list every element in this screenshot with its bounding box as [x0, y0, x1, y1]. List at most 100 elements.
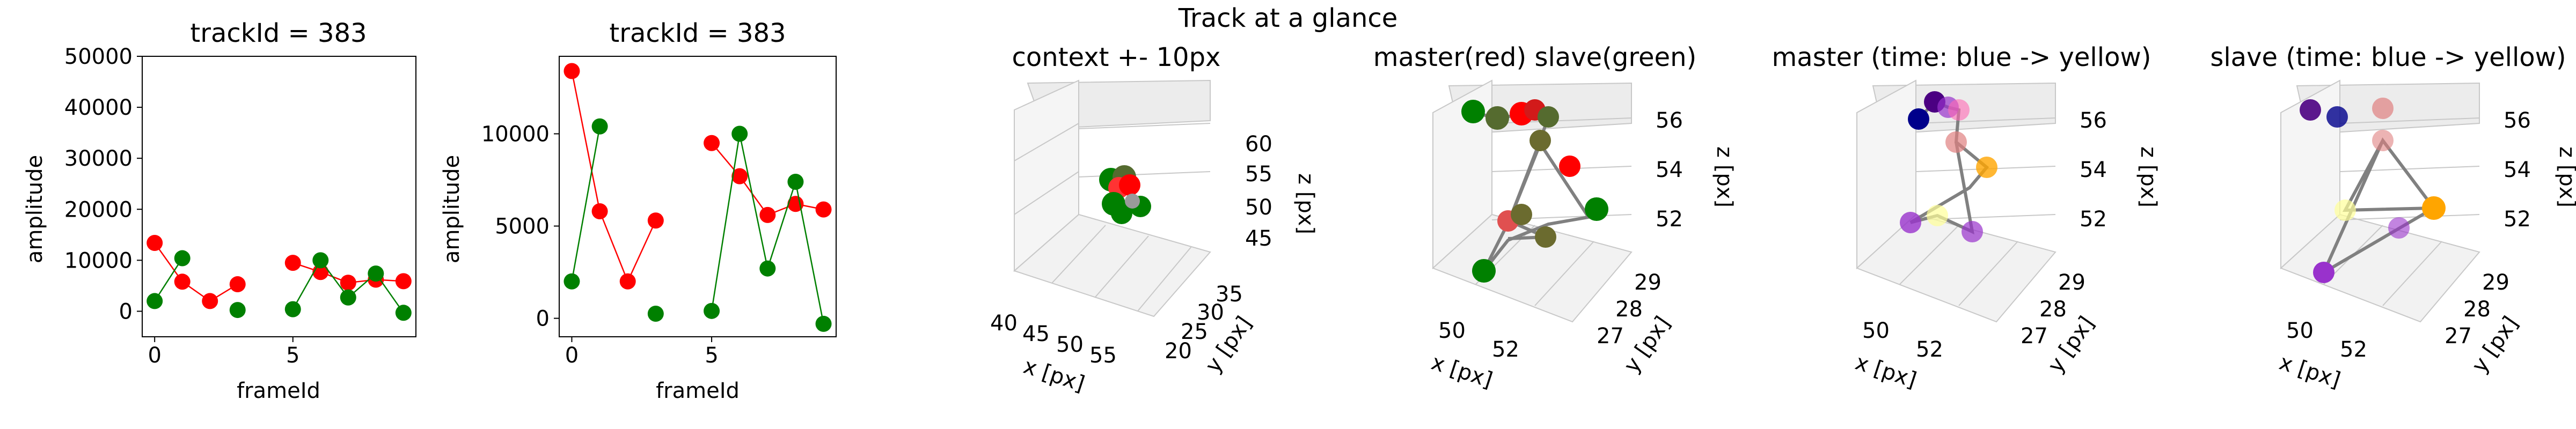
- panel-5-grid: [1958, 241, 2018, 306]
- panel-1-ylabel: amplitude: [23, 155, 47, 263]
- panel-3-points: [1099, 165, 1151, 224]
- y-tick-label: 40000: [64, 95, 133, 120]
- z-tick-label: 50: [1245, 195, 1272, 220]
- scatter-point: [1945, 131, 1967, 153]
- panel-2: trackId = 383 frameId amplitude 0 5 0 5000 1…: [440, 18, 837, 403]
- scatter-point: [1948, 99, 1970, 121]
- y-tick-label: 0: [536, 307, 550, 331]
- figure-suptitle: Track at a glance: [1178, 3, 1398, 33]
- panel-1-plot: 0 5 0 10000 20000 30000 40000 50000: [64, 45, 416, 368]
- panel-6-grid: [2382, 241, 2442, 306]
- red-series-line: [571, 71, 656, 283]
- scatter-point: [1125, 194, 1140, 209]
- panel-1-title: trackId = 383: [190, 18, 367, 48]
- x-tick-label: 50: [1056, 332, 1084, 357]
- green-series-point: [704, 302, 720, 319]
- green-series-point: [787, 173, 804, 190]
- panel-3-grid: [1078, 123, 1211, 129]
- scatter-point: [2300, 99, 2321, 121]
- panel-3-grid: [1094, 235, 1149, 298]
- scatter-point: [1900, 212, 1921, 233]
- panel-2-xlabel: frameId: [656, 379, 740, 403]
- panel-4-points: [1461, 99, 1608, 283]
- z-tick-label: 54: [1656, 158, 1683, 182]
- y-tick-label: 20: [1165, 339, 1192, 364]
- scatter-point: [1538, 106, 1559, 128]
- y-tick-label: 35: [1216, 282, 1243, 307]
- panel-6-xlabel: x [px]: [2276, 350, 2343, 393]
- panel-6-title: slave (time: blue -> yellow): [2210, 42, 2566, 72]
- green-series-point: [564, 273, 580, 290]
- y-tick-label: 5000: [495, 214, 550, 239]
- scatter-point: [1976, 157, 1997, 178]
- z-tick-label: 52: [1656, 207, 1683, 232]
- scatter-point: [1535, 226, 1556, 248]
- red-series-point: [174, 273, 191, 290]
- y-tick-label: 29: [1634, 270, 1662, 295]
- x-tick-label: 0: [148, 343, 161, 368]
- panel-5-zticks: 56 54 52: [2080, 108, 2107, 232]
- scatter-point: [1119, 174, 1140, 196]
- scatter-point: [2313, 262, 2334, 283]
- x-tick-label: 5: [705, 343, 718, 368]
- panel-5-points: [1900, 91, 1997, 242]
- red-series-point: [229, 276, 246, 293]
- green-series-point: [647, 305, 664, 322]
- panel-4-yticks: 27 28 29: [1597, 270, 1662, 349]
- panel-2-title: trackId = 383: [609, 18, 786, 48]
- panel-4-grid: [1534, 241, 1594, 306]
- red-series-point: [340, 275, 356, 291]
- panel-5-title: master (time: blue -> yellow): [1772, 42, 2151, 72]
- panel-4-zlabel: z [px]: [1712, 146, 1737, 208]
- panel-3-axes-box: [1013, 79, 1211, 317]
- panel-6-trajectory: [2320, 137, 2437, 277]
- green-series-point: [731, 125, 748, 142]
- panel-5-zlabel: z [px]: [2136, 146, 2161, 208]
- scatter-point: [1111, 203, 1132, 224]
- scatter-point: [2326, 106, 2348, 128]
- red-series-point: [591, 203, 608, 220]
- panel-4-title: master(red) slave(green): [1373, 42, 1696, 72]
- panel-5-yticks: 27 28 29: [2021, 270, 2085, 349]
- panel-4-zticks: 56 54 52: [1656, 108, 1683, 232]
- panel-1: trackId = 383 frameId amplitude 0 5 0 10000…: [23, 18, 416, 403]
- z-tick-label: 54: [2080, 158, 2107, 182]
- panel-3-grid: [1014, 123, 1079, 161]
- y-tick-label: 30: [1197, 300, 1224, 325]
- panel-6: slave (time: blue -> yellow) 56 54: [2210, 42, 2576, 393]
- scatter-point: [1585, 197, 1608, 221]
- panel-1-xlabel: frameId: [237, 379, 320, 403]
- red-series-point: [704, 135, 720, 151]
- x-tick-label: 52: [1492, 337, 1519, 362]
- y-tick-label: 50000: [64, 45, 133, 69]
- red-series-point: [619, 273, 636, 290]
- z-tick-label: 56: [2080, 108, 2107, 133]
- scatter-point: [1511, 204, 1532, 225]
- scatter-point: [2334, 199, 2356, 221]
- z-tick-label: 56: [2504, 108, 2531, 133]
- panel-5-xticks: 50 52: [1862, 319, 1943, 362]
- panel-6-points: [2300, 98, 2446, 283]
- y-tick-label: 10000: [481, 122, 550, 147]
- scatter-point: [2388, 217, 2410, 239]
- panel-6-zlabel: z [px]: [2555, 146, 2576, 208]
- x-tick-label: 52: [2340, 337, 2367, 362]
- red-series-point: [647, 212, 664, 229]
- panel-3-grid: [1137, 246, 1192, 312]
- z-tick-label: 52: [2504, 207, 2531, 232]
- x-tick-label: 52: [1916, 337, 1943, 362]
- z-tick-label: 52: [2080, 207, 2107, 232]
- panel-5: master (time: blue -> yellow) 56: [1772, 42, 2161, 393]
- panel-5-axes-box: [1856, 79, 2057, 323]
- panel-5-grid: [1899, 225, 1959, 285]
- green-series-point: [368, 265, 384, 282]
- y-tick-label: 25: [1181, 320, 1208, 344]
- z-tick-label: 54: [2504, 158, 2531, 182]
- y-tick-label: 10000: [64, 248, 133, 273]
- scatter-point: [1962, 221, 1983, 242]
- z-tick-label: 45: [1245, 226, 1272, 251]
- green-series-point: [312, 252, 329, 269]
- scatter-point: [2372, 98, 2394, 119]
- y-tick-label: 27: [1597, 324, 1624, 349]
- panel-4-left-pane: [1432, 79, 1492, 270]
